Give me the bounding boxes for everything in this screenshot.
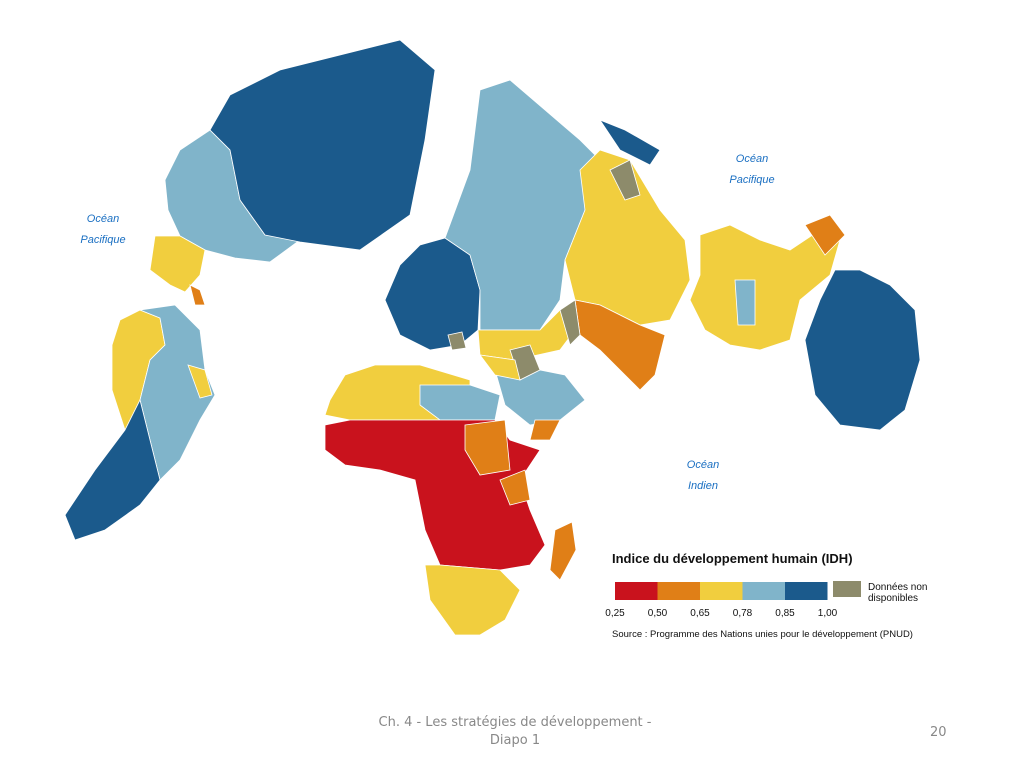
region <box>529 419 561 441</box>
ocean-label: Océan <box>687 459 719 471</box>
legend-break: 1,00 <box>818 608 838 619</box>
legend-break: 0,78 <box>733 608 753 619</box>
region <box>689 224 841 351</box>
legend: Indice du développement humain (IDH) Sou… <box>605 551 927 640</box>
legend-swatch <box>785 582 828 600</box>
region <box>64 398 161 541</box>
legend-swatch <box>833 581 861 597</box>
ocean-labels: Océan Pacifique Océan Pacifique Océan Indien <box>80 153 774 492</box>
region <box>138 304 216 481</box>
region <box>209 39 436 251</box>
page-number: 20 <box>930 725 947 740</box>
legend-title: Indice du développement humain (IDH) <box>612 551 853 566</box>
region <box>734 279 756 326</box>
world-map: OcéanPacifiqueOcéanPacifiqueOcéanIndien … <box>64 39 928 640</box>
source: Source : Programme des Nations unies pou… <box>612 629 913 640</box>
region <box>189 284 206 306</box>
legend-label: Données non <box>868 582 928 593</box>
legend-swatch <box>742 582 785 600</box>
ocean-label: Pacifique <box>80 234 125 246</box>
region <box>384 237 481 351</box>
ocean-label: Pacifique <box>729 174 774 186</box>
region <box>598 119 661 166</box>
region <box>609 159 641 201</box>
region <box>574 299 666 391</box>
ocean-label: Océan <box>87 213 119 225</box>
legend-label: disponibles <box>868 593 918 604</box>
ocean-label: Indien <box>688 480 718 492</box>
region <box>187 364 213 399</box>
region <box>559 299 581 346</box>
region <box>499 469 531 506</box>
legend-break: 0,50 <box>648 608 668 619</box>
ocean-label: Océan <box>736 153 768 165</box>
legend-swatch <box>657 582 700 600</box>
region <box>447 331 467 351</box>
region <box>424 564 521 636</box>
legend-break: 0,85 <box>775 608 795 619</box>
legend-break: 0,25 <box>605 608 625 619</box>
land-masses <box>64 39 921 636</box>
legend-swatch <box>615 582 658 600</box>
region <box>149 235 206 293</box>
legend-break: 0,65 <box>690 608 710 619</box>
region <box>804 214 846 256</box>
footer-text: Ch. 4 - Les stratégies de développement … <box>378 715 652 748</box>
region <box>804 269 921 431</box>
region <box>549 521 577 581</box>
region <box>464 419 511 476</box>
region <box>479 354 521 381</box>
legend-swatch <box>700 582 743 600</box>
region <box>494 369 586 426</box>
